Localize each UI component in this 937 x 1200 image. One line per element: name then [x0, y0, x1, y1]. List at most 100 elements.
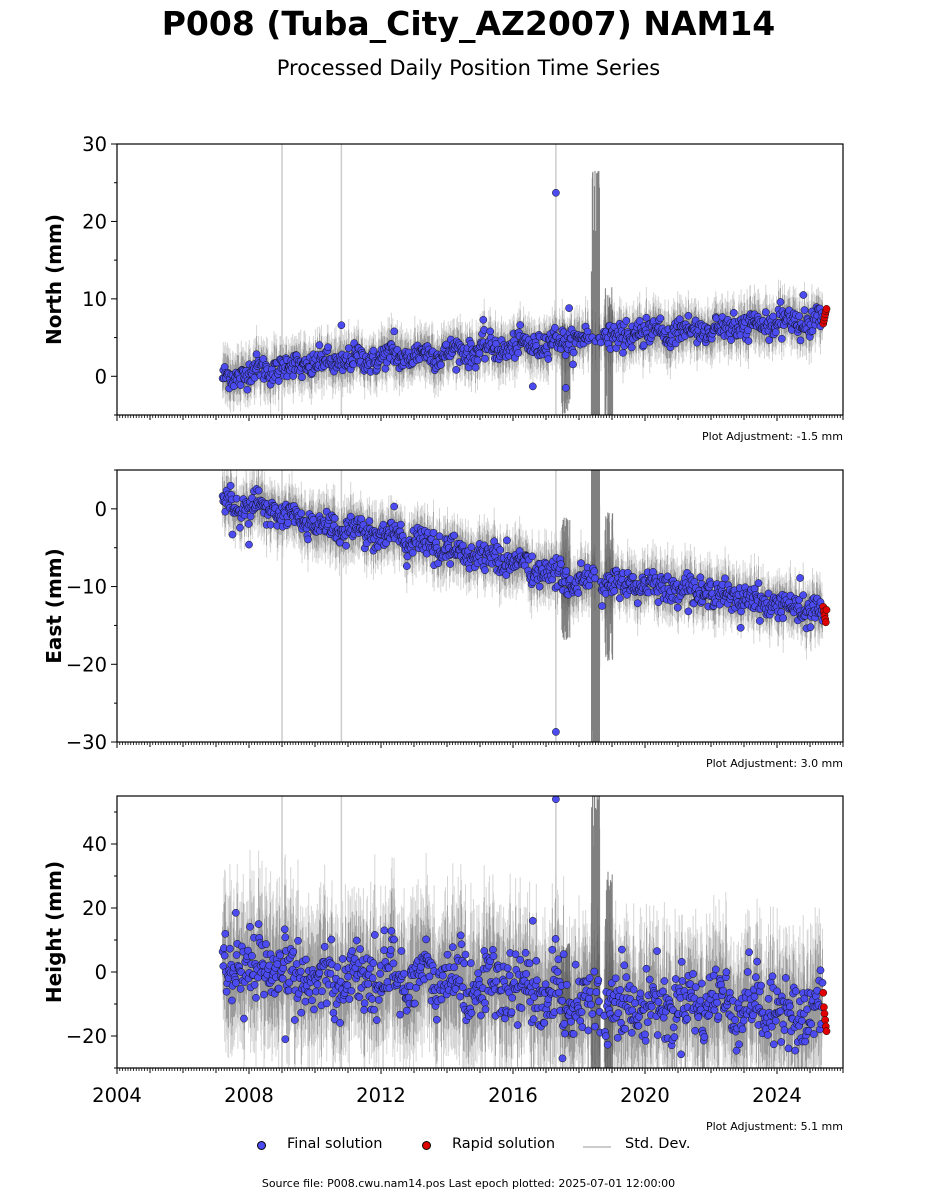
final-point	[700, 1033, 709, 1041]
x-tick-label: 2012	[356, 1084, 406, 1107]
final-point-outlier	[380, 926, 389, 935]
final-point	[252, 993, 260, 1002]
final-point	[744, 337, 753, 345]
final-point	[529, 1015, 538, 1023]
final-point	[297, 509, 306, 518]
final-point	[653, 947, 661, 955]
final-point	[711, 965, 720, 974]
final-point	[456, 992, 465, 1001]
final-point	[370, 931, 379, 939]
final-point	[784, 1044, 793, 1053]
final-point	[364, 980, 372, 988]
final-point	[452, 366, 461, 374]
final-point	[522, 970, 531, 978]
final-point	[642, 964, 651, 973]
final-point	[591, 1022, 599, 1031]
final-point	[559, 950, 568, 959]
final-point	[360, 1006, 368, 1014]
final-point	[244, 946, 252, 955]
final-point	[289, 947, 298, 956]
final-point-outlier	[528, 382, 537, 391]
final-point	[278, 974, 287, 983]
plot-area	[218, 470, 831, 742]
final-point	[313, 980, 322, 989]
final-point	[754, 579, 763, 587]
final-point	[254, 920, 263, 928]
final-point	[521, 948, 530, 957]
final-point	[318, 987, 326, 996]
final-point	[336, 538, 344, 547]
final-point	[403, 552, 412, 561]
final-point	[284, 519, 292, 527]
final-point	[800, 994, 809, 1003]
final-point	[574, 589, 583, 597]
final-point	[436, 361, 445, 369]
final-point	[751, 973, 760, 982]
final-point	[535, 582, 544, 591]
final-point	[443, 950, 452, 959]
final-point	[448, 943, 457, 951]
final-point	[584, 1026, 593, 1035]
final-point	[659, 987, 667, 996]
final-point	[615, 594, 624, 603]
final-point-outlier	[231, 908, 240, 917]
final-point	[767, 1022, 776, 1031]
final-point	[750, 992, 759, 1001]
final-point	[697, 979, 706, 988]
y-tick-label: −30	[66, 731, 107, 754]
final-point	[533, 976, 541, 985]
final-point	[800, 306, 809, 314]
final-point	[719, 986, 727, 995]
final-point	[422, 935, 430, 944]
final-solution-points	[218, 188, 827, 394]
y-tick-label: 0	[95, 498, 107, 521]
final-point	[345, 995, 354, 1003]
final-point	[374, 996, 383, 1004]
final-point	[761, 308, 770, 317]
y-tick-label: 20	[82, 210, 107, 233]
final-point	[563, 980, 571, 989]
final-point	[302, 955, 310, 964]
final-point	[656, 314, 665, 323]
final-point	[384, 964, 393, 972]
final-point	[294, 936, 302, 945]
final-point	[571, 960, 580, 969]
final-point	[588, 1010, 597, 1018]
final-point	[714, 1012, 723, 1021]
final-point	[344, 972, 352, 981]
final-point	[387, 927, 396, 935]
final-point	[795, 312, 804, 320]
final-point	[755, 617, 764, 625]
final-point	[684, 607, 693, 616]
final-point	[627, 1028, 636, 1037]
rapid-solution-points	[819, 305, 831, 328]
final-point	[769, 1040, 778, 1049]
x-tick-label: 2008	[224, 1084, 274, 1107]
final-point	[397, 947, 406, 955]
final-point	[560, 1019, 569, 1028]
final-point	[458, 983, 467, 992]
final-point	[673, 603, 682, 612]
y-axis-label: East (mm)	[42, 548, 66, 664]
final-point	[551, 935, 560, 943]
final-point	[621, 1024, 629, 1033]
final-point	[691, 983, 700, 991]
final-point	[710, 1006, 719, 1014]
final-point	[569, 1030, 578, 1038]
final-point	[250, 980, 259, 989]
final-point	[481, 999, 489, 1007]
final-point	[757, 981, 765, 990]
plot-area	[218, 144, 831, 415]
final-point	[467, 1009, 476, 1017]
final-point	[356, 945, 364, 953]
final-point	[569, 360, 577, 369]
final-point	[310, 1005, 318, 1014]
final-point	[236, 985, 245, 993]
final-point	[669, 1023, 678, 1032]
final-point	[525, 959, 534, 968]
final-point	[338, 955, 347, 963]
final-point	[507, 1008, 516, 1017]
final-point	[806, 623, 815, 631]
final-point	[749, 1011, 757, 1020]
